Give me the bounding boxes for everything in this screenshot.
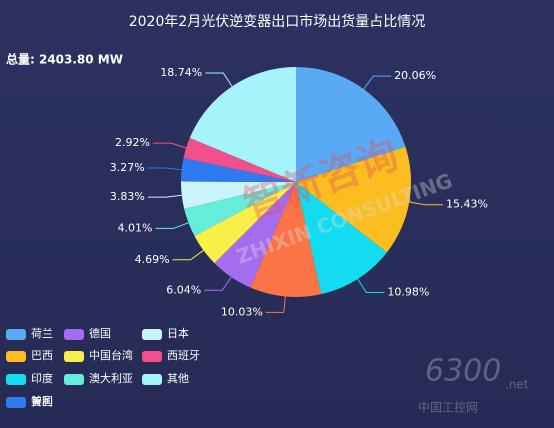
- data-label: 6.04%: [166, 283, 201, 296]
- leader-line: [409, 201, 444, 206]
- watermark: 6300: [425, 354, 501, 389]
- data-label: 15.43%: [446, 198, 488, 211]
- pie-slice: [296, 67, 406, 182]
- data-label: 2.92%: [115, 136, 150, 149]
- legend-swatch: [142, 351, 162, 362]
- legend-label: 德国: [89, 326, 111, 340]
- data-label: 18.74%: [160, 66, 202, 79]
- legend-label: 印度: [31, 371, 53, 385]
- legend-label: 智利: [31, 394, 53, 408]
- leader-line: [152, 142, 187, 149]
- legend-label: 西班牙: [167, 349, 200, 362]
- legend-label: 澳大利亚: [89, 371, 133, 385]
- pie-slice: [296, 146, 411, 253]
- subtitle: 总量: 2403.80 MW: [6, 52, 123, 67]
- leader-line: [265, 296, 286, 313]
- data-label: 20.06%: [394, 69, 436, 82]
- chart-title: 2020年2月光伏逆变器出口市场出货量占比情况: [129, 13, 426, 30]
- leader-line: [357, 278, 385, 294]
- data-label: 3.83%: [110, 190, 145, 203]
- pie-slice: [184, 182, 296, 236]
- legend-swatch: [142, 329, 162, 340]
- pie-slice: [181, 158, 296, 182]
- leader-line: [147, 194, 182, 198]
- pie-slice: [214, 182, 296, 288]
- pie-slice: [189, 67, 296, 182]
- watermark: 中国工控网: [418, 400, 478, 415]
- data-label: 4.01%: [118, 221, 153, 234]
- leader-line: [363, 75, 392, 90]
- legend-swatch: [6, 329, 26, 340]
- data-label: 3.27%: [110, 161, 145, 174]
- legend-swatch: [6, 351, 26, 362]
- legend-swatch: [64, 351, 84, 362]
- legend-label: 美国: [31, 395, 53, 408]
- legend-swatch: [142, 374, 162, 385]
- leader-line: [155, 222, 189, 229]
- watermark: .net: [505, 378, 529, 392]
- pie-slice: [194, 182, 296, 264]
- data-label: 4.69%: [135, 253, 170, 266]
- leader-line: [204, 276, 232, 291]
- legend-label: 其他: [167, 372, 189, 385]
- legend-swatch: [64, 329, 84, 340]
- legend-swatch: [6, 374, 26, 385]
- data-label: 10.98%: [387, 286, 429, 299]
- legend-swatch: [64, 374, 84, 385]
- legend-swatch: [6, 397, 26, 408]
- pie-slice: [181, 181, 296, 209]
- pie-slice: [183, 137, 296, 182]
- legend-label: 荷兰: [31, 327, 53, 340]
- leader-line: [147, 167, 182, 171]
- legend-label: 日本: [167, 326, 189, 340]
- leader-line: [205, 72, 233, 87]
- data-label: 10.03%: [221, 305, 263, 318]
- pie-slice: [296, 182, 387, 295]
- pie-slice: [250, 182, 322, 297]
- legend-label: 巴西: [31, 349, 53, 362]
- leader-line: [172, 249, 204, 261]
- legend-label: 中国台湾: [89, 348, 133, 362]
